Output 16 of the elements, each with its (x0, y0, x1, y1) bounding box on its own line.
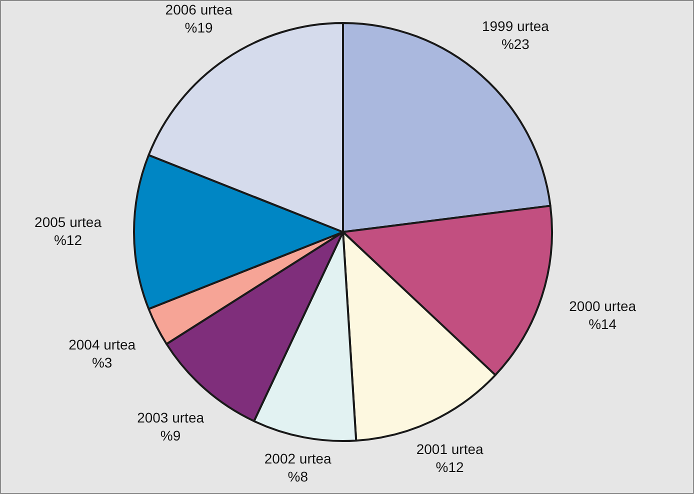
slice-label: 2003 urtea (137, 409, 204, 426)
data-label: %9 (160, 427, 181, 444)
data-label: %12 (54, 232, 82, 248)
slice-label: 2001 urtea (416, 440, 484, 457)
data-label: %8 (288, 468, 308, 484)
slice-label: 2000 urtea (569, 298, 636, 314)
slice-label: 2005 urtea (34, 214, 102, 230)
data-label: %23 (501, 36, 530, 52)
slice-label: 2006 urtea (165, 2, 232, 18)
slice-label: 1999 urtea (482, 18, 550, 34)
data-label: %19 (184, 20, 213, 36)
data-label: %14 (588, 316, 617, 332)
data-label: %12 (436, 458, 464, 475)
slice-label: 2004 urtea (68, 336, 136, 353)
data-label: %3 (92, 354, 112, 371)
slice-label: 2002 urtea (264, 450, 332, 466)
